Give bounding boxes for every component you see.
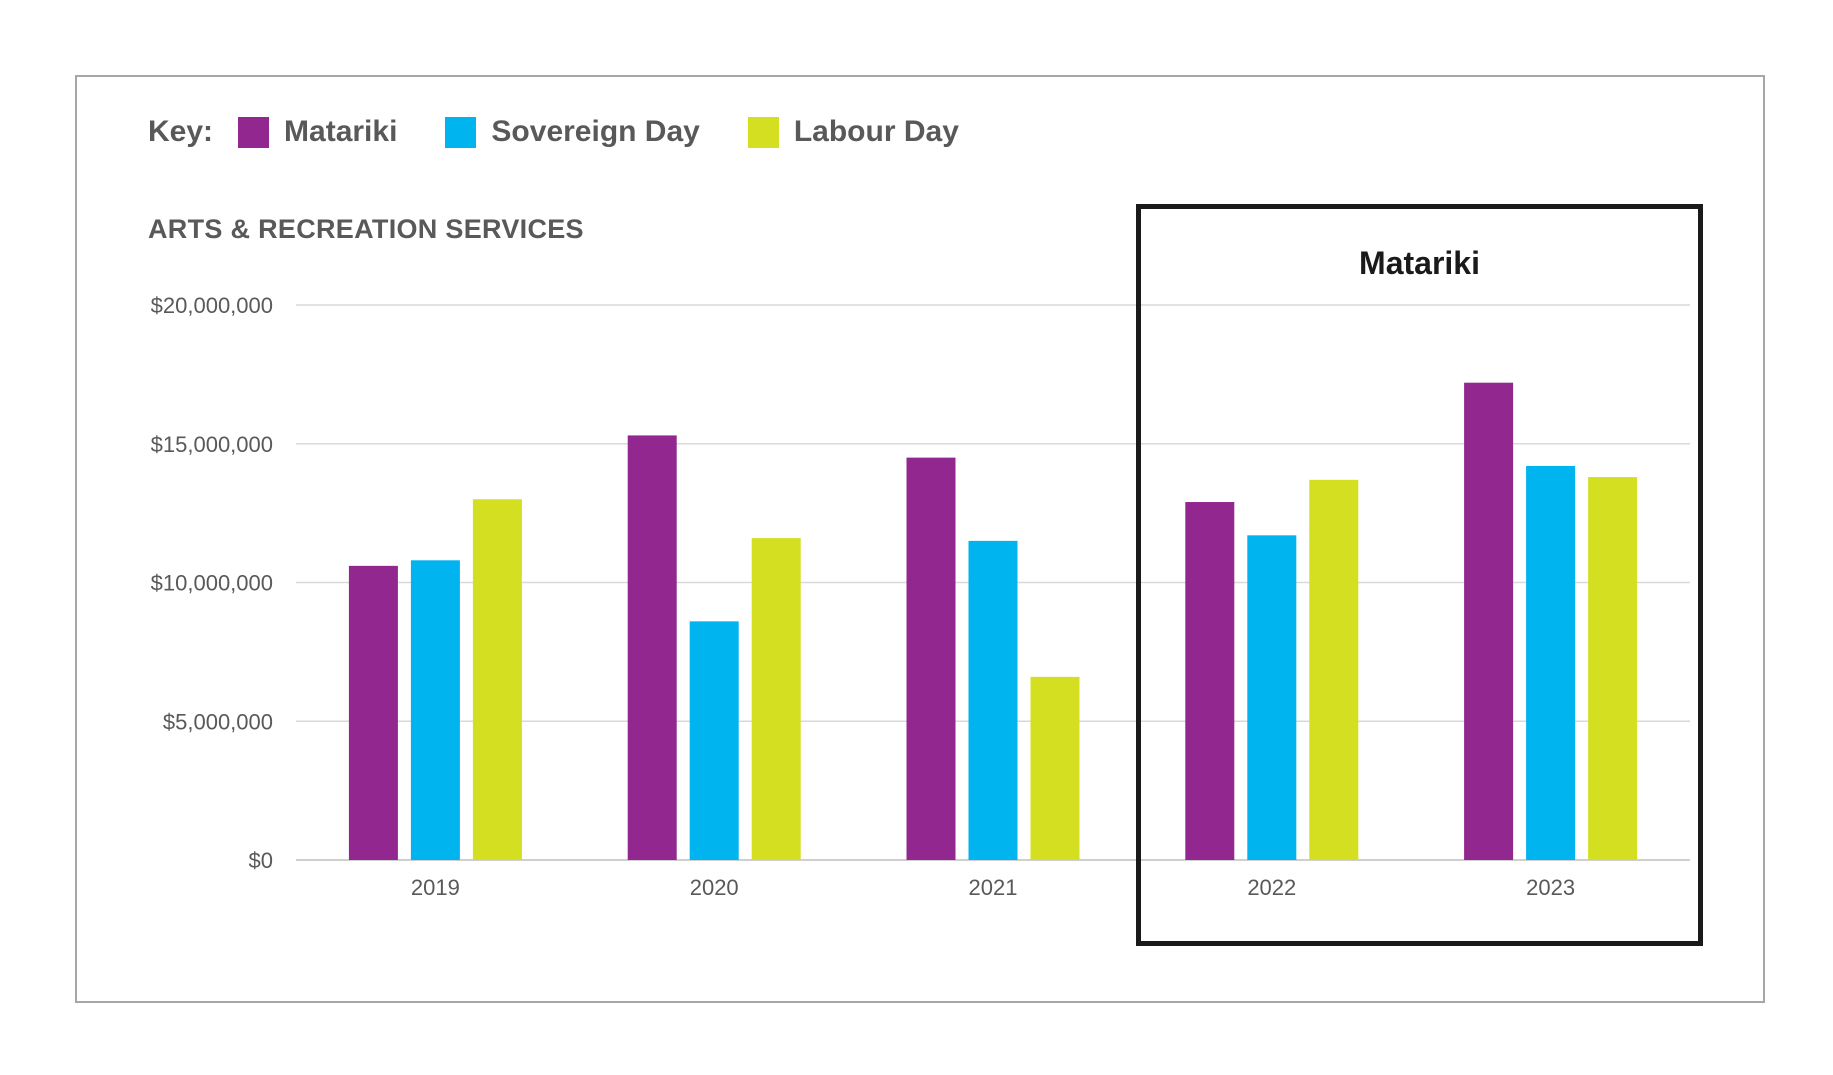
- legend-label-matariki: Matariki: [284, 115, 398, 148]
- highlight-label: Matariki: [1359, 245, 1480, 281]
- bar-matariki-2022: [1185, 502, 1235, 860]
- chart-title: ARTS & RECREATION SERVICES: [148, 214, 584, 244]
- bar-sovereign-day-2022: [1247, 535, 1297, 860]
- bar-labour-day-2023: [1588, 477, 1638, 860]
- bar-matariki-2019: [348, 565, 398, 860]
- legend-key-label: Key:: [148, 115, 214, 148]
- x-tick-label: 2022: [1247, 875, 1296, 900]
- legend-swatch-sovereign-day: [445, 116, 477, 148]
- legend-item-labour-day: Labour Day: [747, 115, 959, 149]
- legend-label-labour-day: Labour Day: [793, 115, 959, 148]
- x-axis-tick-labels: 2019 2020 2021 2022 2023: [411, 875, 1575, 900]
- bar-labour-day-2022: [1309, 479, 1359, 860]
- legend-swatch-matariki: [238, 116, 270, 148]
- x-tick-label: 2019: [411, 875, 460, 900]
- y-tick-label: $20,000,000: [151, 293, 273, 318]
- legend-label-sovereign-day: Sovereign Day: [491, 115, 700, 148]
- y-tick-label: $10,000,000: [151, 571, 273, 596]
- bars: [348, 382, 1638, 860]
- bar-matariki-2021: [906, 457, 956, 860]
- bar-labour-day-2021: [1030, 676, 1080, 860]
- x-tick-label: 2021: [969, 875, 1018, 900]
- bar-sovereign-day-2021: [968, 540, 1018, 860]
- legend: Key: Matariki Sovereign Day Labour Day: [148, 115, 1007, 149]
- legend-item-matariki: Matariki: [238, 115, 397, 149]
- y-tick-label: $15,000,000: [151, 432, 273, 457]
- x-tick-label: 2020: [690, 875, 739, 900]
- bar-labour-day-2020: [751, 538, 801, 860]
- y-tick-label: $0: [249, 848, 273, 873]
- x-tick-label: 2023: [1526, 875, 1575, 900]
- y-tick-label: $5,000,000: [163, 709, 273, 734]
- matariki-highlight-box: Matariki: [1136, 204, 1703, 946]
- bar-sovereign-day-2023: [1526, 465, 1576, 860]
- bar-sovereign-day-2020: [689, 621, 739, 860]
- y-axis-tick-labels: $0 $5,000,000 $10,000,000 $15,000,000 $20,00…: [151, 293, 273, 873]
- bar-sovereign-day-2019: [410, 560, 460, 860]
- bar-matariki-2023: [1464, 382, 1514, 860]
- bar-matariki-2020: [627, 435, 677, 860]
- bar-labour-day-2019: [472, 499, 522, 860]
- legend-item-sovereign-day: Sovereign Day: [445, 115, 700, 149]
- legend-swatch-labour-day: [747, 116, 779, 148]
